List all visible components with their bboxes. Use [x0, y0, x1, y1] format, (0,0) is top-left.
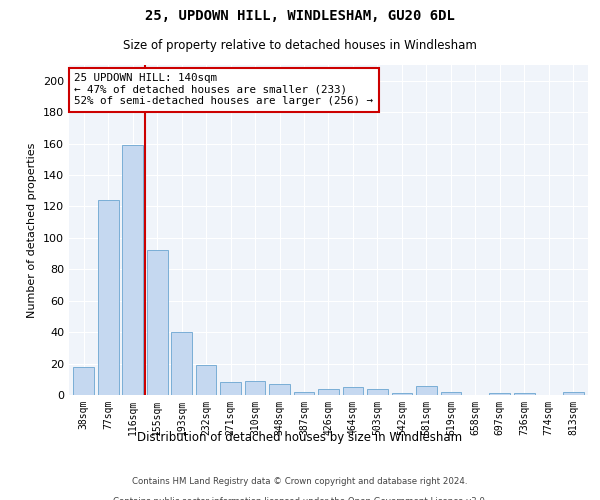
Bar	[171, 332, 192, 395]
Text: 25 UPDOWN HILL: 140sqm
← 47% of detached houses are smaller (233)
52% of semi-de: 25 UPDOWN HILL: 140sqm ← 47% of detached…	[74, 73, 373, 106]
Bar	[514, 394, 535, 395]
Bar	[220, 382, 241, 395]
Bar	[343, 387, 364, 395]
Text: Contains HM Land Registry data © Crown copyright and database right 2024.: Contains HM Land Registry data © Crown c…	[132, 477, 468, 486]
Bar	[196, 365, 217, 395]
Text: Size of property relative to detached houses in Windlesham: Size of property relative to detached ho…	[123, 39, 477, 52]
Bar	[147, 250, 167, 395]
Text: Contains public sector information licensed under the Open Government Licence v3: Contains public sector information licen…	[113, 496, 487, 500]
Bar	[440, 392, 461, 395]
Bar	[122, 145, 143, 395]
Bar	[367, 388, 388, 395]
Bar	[318, 388, 339, 395]
Bar	[293, 392, 314, 395]
Bar	[269, 384, 290, 395]
Text: Distribution of detached houses by size in Windlesham: Distribution of detached houses by size …	[137, 431, 463, 444]
Bar	[490, 394, 510, 395]
Bar	[98, 200, 119, 395]
Bar	[245, 381, 265, 395]
Bar	[416, 386, 437, 395]
Bar	[392, 394, 412, 395]
Text: 25, UPDOWN HILL, WINDLESHAM, GU20 6DL: 25, UPDOWN HILL, WINDLESHAM, GU20 6DL	[145, 9, 455, 23]
Y-axis label: Number of detached properties: Number of detached properties	[28, 142, 37, 318]
Bar	[563, 392, 584, 395]
Bar	[73, 366, 94, 395]
